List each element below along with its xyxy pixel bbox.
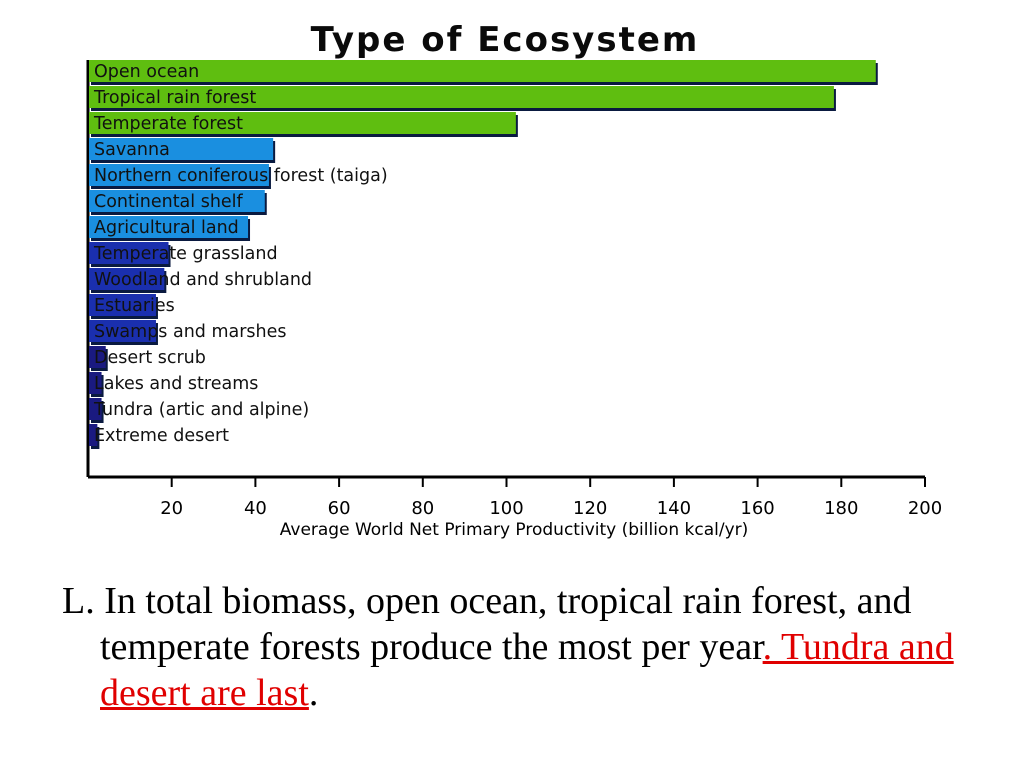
- bar: [89, 372, 102, 394]
- bar: [89, 86, 834, 108]
- bar-chart: Open ocean Tropical rain forest Temperate …: [86, 60, 942, 540]
- x-tick-label: 120: [573, 498, 607, 519]
- bar: [89, 346, 106, 368]
- bar: [89, 294, 156, 316]
- bar-label: Lakes and streams: [94, 374, 258, 394]
- x-tick-label: 60: [328, 498, 351, 519]
- bar-label: Swamps and marshes: [94, 322, 287, 342]
- chart-title: Type of Ecosystem: [310, 20, 700, 60]
- bar-label: Tundra (artic and alpine): [93, 400, 309, 420]
- bar-label: Estuaries: [94, 296, 175, 316]
- x-tick-label: 160: [740, 498, 774, 519]
- x-tick-label: 200: [908, 498, 942, 519]
- bar: [89, 268, 165, 290]
- bar-label: Agricultural land: [94, 218, 239, 238]
- bar-label: Desert scrub: [94, 348, 206, 368]
- bar: [89, 242, 169, 264]
- x-tick-label: 140: [657, 498, 691, 519]
- bar-label: Tropical rain forest: [93, 88, 256, 108]
- bar-label: Temperate forest: [93, 114, 243, 134]
- bar: [89, 320, 156, 342]
- bar-label: Woodland and shrubland: [94, 270, 312, 290]
- bar-label: Continental shelf: [94, 192, 244, 212]
- x-tick-label: 40: [244, 498, 267, 519]
- bar-label: Savanna: [94, 140, 170, 160]
- caption-lead: L. In total biomass, open ocean, tropica…: [62, 580, 912, 668]
- caption-text: L. In total biomass, open ocean, tropica…: [62, 578, 1000, 716]
- x-axis-label: Average World Net Primary Productivity (…: [280, 520, 749, 540]
- bar: [89, 216, 249, 238]
- bar: [89, 164, 269, 186]
- x-tick-label: 80: [411, 498, 434, 519]
- bar-label: Extreme desert: [94, 426, 229, 446]
- bar: [89, 190, 265, 212]
- bar: [89, 398, 102, 420]
- x-tick-label: 100: [489, 498, 523, 519]
- bar-label: Open ocean: [94, 62, 199, 82]
- bar-label: Northern coniferous forest (taiga): [94, 166, 388, 186]
- bar-label: Temperate grassland: [93, 244, 278, 264]
- bar: [89, 60, 876, 82]
- bar: [89, 138, 274, 160]
- x-tick-label: 20: [160, 498, 183, 519]
- bar: [89, 112, 516, 134]
- x-tick-label: 180: [824, 498, 858, 519]
- chart-container: Type of Ecosystem Open ocean Tropical rai…: [86, 20, 942, 540]
- caption-trail: .: [308, 672, 319, 714]
- bar: [89, 424, 98, 446]
- caption-highlight: . Tundra and desert are last: [100, 626, 954, 714]
